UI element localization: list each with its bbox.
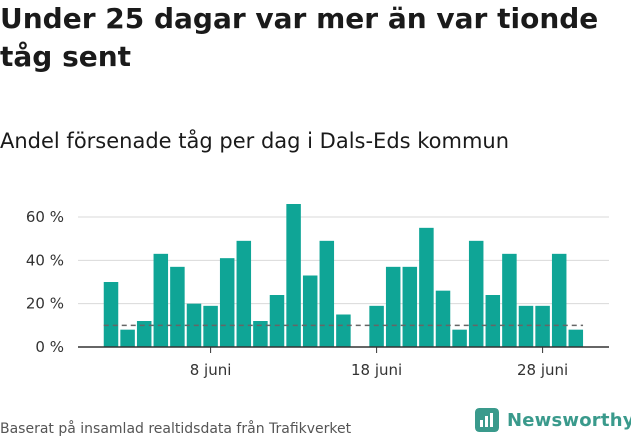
y-tick-label: 40 % [26, 251, 64, 269]
y-tick-label: 0 % [35, 338, 64, 356]
brand-logo-block: Newsworthy [475, 408, 631, 432]
bar [402, 266, 418, 347]
bar [385, 266, 401, 347]
bar [120, 329, 135, 347]
y-tick-label: 60 % [26, 208, 64, 226]
x-tick-label: 8 juni [190, 361, 232, 379]
bar [302, 275, 318, 347]
bar [153, 253, 169, 347]
x-tick-label: 18 juni [351, 361, 402, 379]
bar [568, 329, 584, 347]
bar [336, 314, 351, 347]
bar [551, 253, 567, 347]
bar [253, 321, 268, 347]
bar [468, 240, 484, 347]
bar [170, 266, 185, 347]
bar [435, 290, 451, 347]
brand-name: Newsworthy [507, 409, 631, 431]
bar [502, 253, 517, 347]
bar [485, 295, 501, 347]
bar [369, 305, 384, 347]
bar [203, 305, 218, 347]
bar [535, 305, 550, 347]
bar [103, 282, 119, 347]
bar [518, 305, 534, 347]
bar [219, 258, 235, 347]
bar [286, 204, 301, 347]
chart-title: Under 25 dagar var mer än var tionde tåg… [0, 2, 599, 73]
bar [136, 321, 152, 347]
x-tick-label: 28 juni [517, 361, 568, 379]
bar [452, 329, 467, 347]
bar [319, 240, 335, 347]
bar [236, 240, 252, 347]
chart-subtitle: Andel försenade tåg per dag i Dals-Eds k… [0, 129, 510, 153]
y-tick-label: 20 % [26, 295, 64, 313]
bar [419, 227, 434, 347]
source-note: Baserat på insamlad realtidsdata från Tr… [0, 421, 352, 437]
bar-chart: 0 % 20 % 40 % 60 % 8 juni 18 juni 28 juni [26, 204, 609, 379]
bar [269, 295, 285, 347]
newsworthy-logo-icon [475, 408, 499, 432]
